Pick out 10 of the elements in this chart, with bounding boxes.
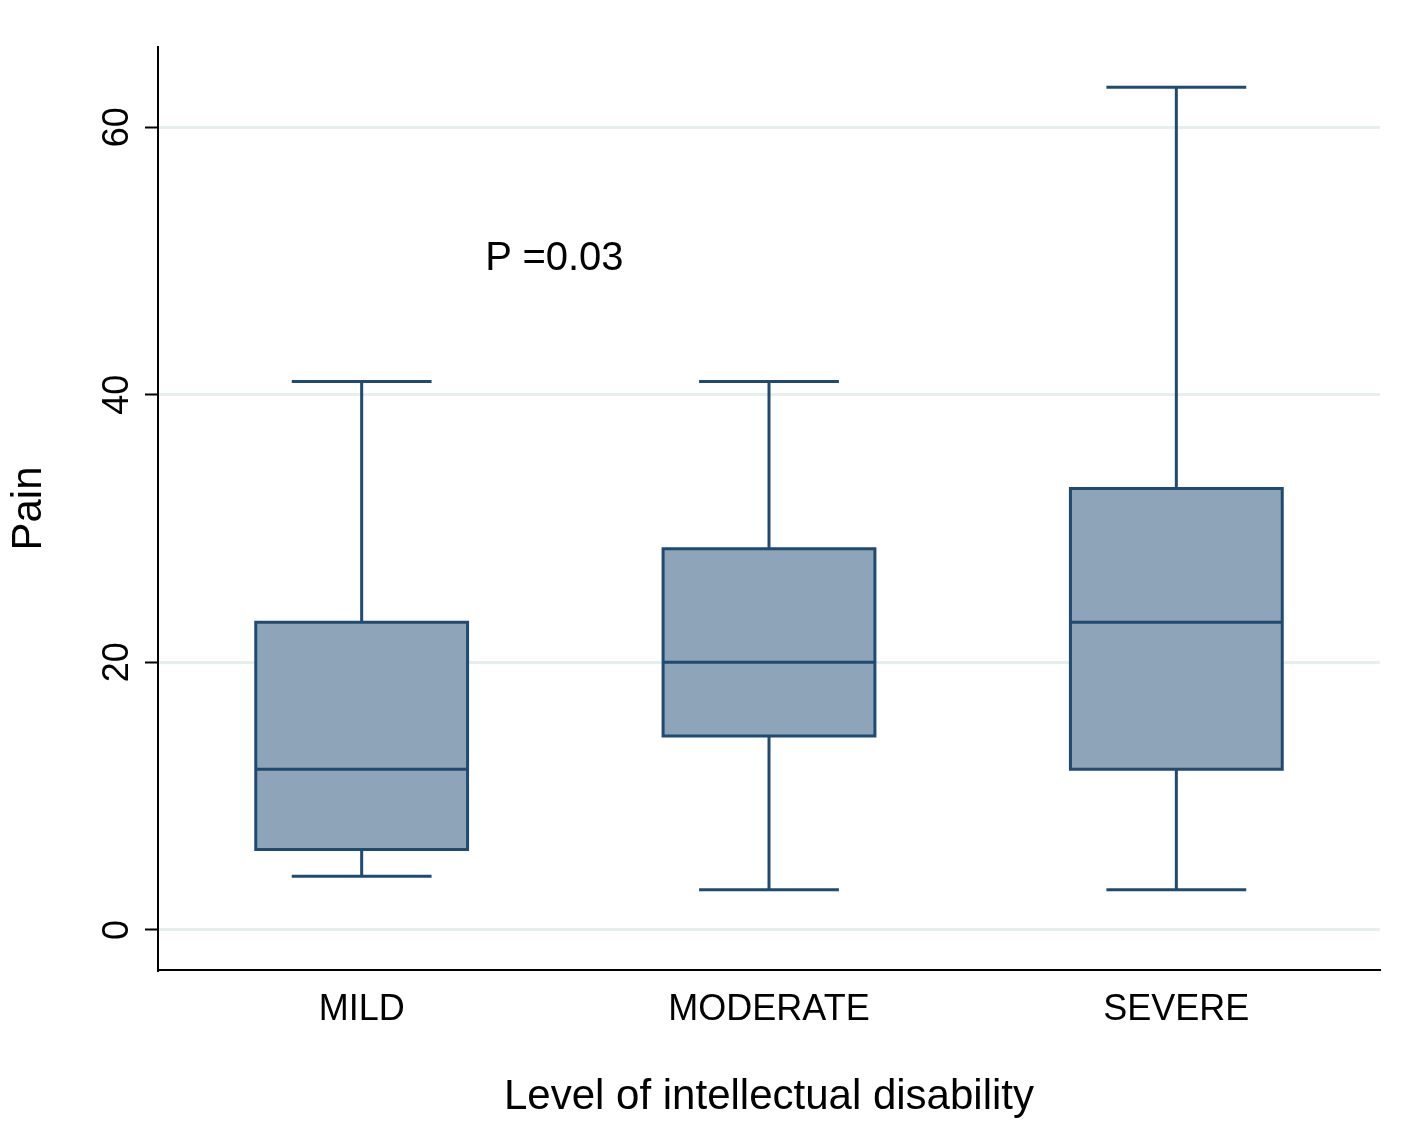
x-tick-label: SEVERE bbox=[1103, 986, 1250, 1028]
y-tick-label: 0 bbox=[94, 919, 136, 940]
x-tick-label: MODERATE bbox=[668, 986, 870, 1028]
x-tick-label: MILD bbox=[318, 986, 405, 1028]
y-tick-label: 40 bbox=[94, 374, 136, 415]
y-axis-title: Pain bbox=[2, 466, 50, 551]
y-tick-label: 20 bbox=[94, 642, 136, 683]
x-axis-title: Level of intellectual disability bbox=[504, 1071, 1034, 1119]
annotation: P =0.03 bbox=[485, 234, 624, 279]
y-tick-label: 60 bbox=[94, 107, 136, 148]
